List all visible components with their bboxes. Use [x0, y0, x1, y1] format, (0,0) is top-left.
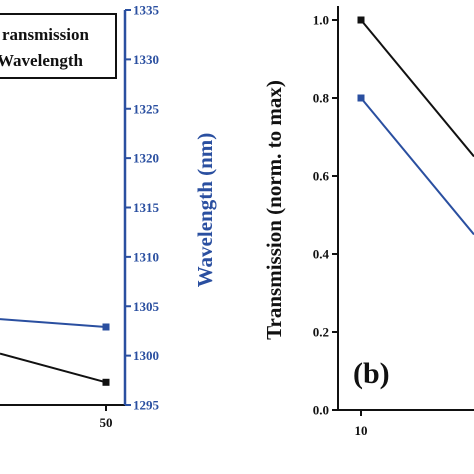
data-point-transmission: [102, 378, 110, 386]
series-line-2: [360, 97, 474, 236]
panel-b: 0.0 0.2 0.4 0.6 0.8 1.0 10 Transmission (norm. …: [262, 6, 474, 438]
panel-label: (b): [353, 357, 390, 390]
y-tick-label: 0.2: [313, 325, 329, 340]
legend-label-transmission: ransmission: [2, 25, 89, 44]
y2-tick-label: 1300: [133, 348, 159, 363]
y-tick-label: 0.6: [313, 169, 330, 184]
series-line-1: [360, 19, 474, 158]
y-tick-label: 0.4: [313, 247, 330, 262]
x-tick-label: 10: [355, 423, 368, 438]
panel-a: 1295 1300 1305 1310 1315 1320 1325 1330 1335 50 Wa…: [0, 3, 217, 430]
y2-tick-label: 1295: [133, 398, 160, 413]
legend-label-wavelength: Wavelength: [0, 51, 83, 70]
legend: ransmission Wavelength: [0, 13, 117, 79]
y2-axis-title: Wavelength (nm): [193, 133, 217, 288]
y2-tick-label: 1320: [133, 151, 159, 166]
series-line-transmission: [0, 352, 107, 384]
y2-tick-label: 1335: [133, 3, 160, 18]
y2-tick-label: 1305: [133, 299, 160, 314]
x-tick-label: 50: [100, 415, 113, 430]
y2-tick-label: 1315: [133, 200, 160, 215]
data-point-2: [357, 94, 365, 102]
y2-tick-label: 1310: [133, 249, 159, 264]
y-tick-label: 0.8: [313, 91, 330, 106]
y-tick-label: 0.0: [313, 403, 329, 418]
legend-box: [0, 13, 117, 79]
y2-tick-label: 1325: [133, 101, 160, 116]
data-point-wavelength: [102, 323, 110, 331]
y-axis-title: Transmission (norm. to max): [262, 80, 286, 340]
y2-tick-label: 1330: [133, 52, 159, 67]
y-tick-label: 1.0: [313, 13, 329, 28]
series-line-wavelength: [0, 318, 107, 328]
data-point-1: [357, 16, 365, 24]
